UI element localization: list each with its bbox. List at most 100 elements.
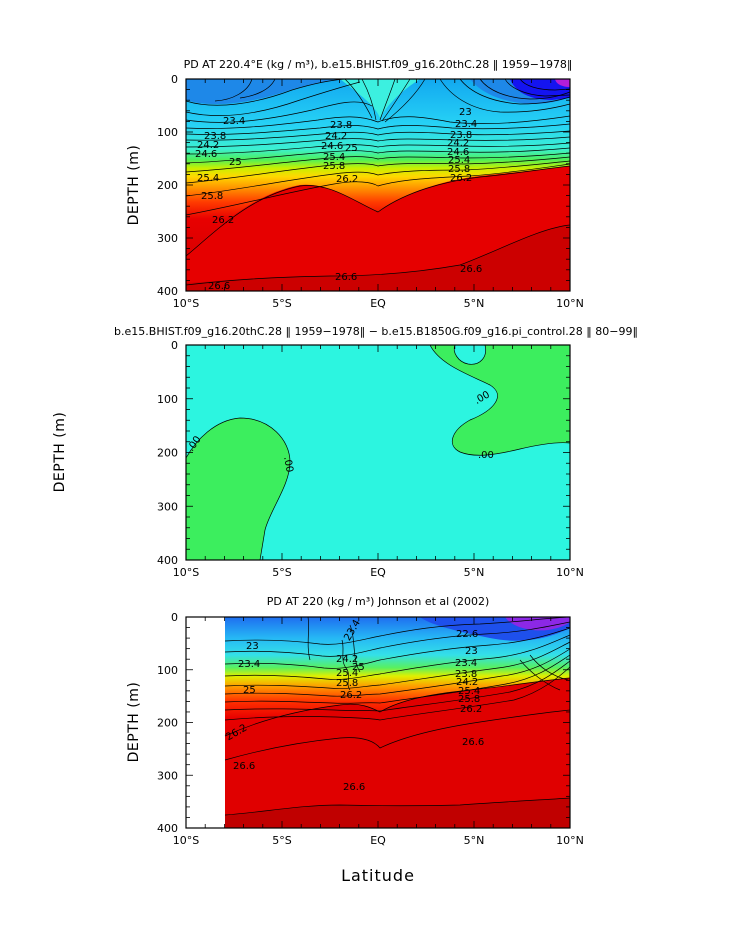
panel-3-y-tick-label: 0 (171, 611, 178, 624)
panel-1-label-25.8-eq: 25.8 (323, 161, 345, 172)
panel-1-contour-1 (185, 78, 346, 106)
panel-1-label-24.6-eq: 24.6 (321, 141, 343, 152)
panel-1-y-tick-label: 200 (157, 179, 178, 192)
panel-1-label-26.6-south: 26.6 (208, 281, 230, 292)
panel-1-label-26.2-north: 26.2 (450, 173, 472, 184)
panel-2-zero-contour-north (429, 344, 571, 456)
panel-1-contour-17 (361, 78, 377, 121)
panel-1-equatorial-cyan (340, 79, 420, 118)
panel-1-label-26.2-eq: 26.2 (336, 174, 358, 185)
panel-1-contour-23 (479, 78, 571, 100)
panel-1-axes: 10°S 5°S EQ 5°N 10°N 0 100 200 300 400 (157, 73, 584, 310)
panel-3-x-tick-label: 5°S (272, 834, 291, 847)
x-axis-label: Latitude (341, 866, 415, 885)
panel-1-contour-8 (185, 142, 571, 155)
panel-1-y-tick-label: 0 (171, 73, 178, 86)
panel-3-x-tick-label: EQ (370, 834, 386, 847)
panel-2-y-axis-label: DEPTH (m) (52, 412, 68, 493)
panel-3-contour-14 (341, 639, 351, 691)
panel-1-contour-22 (459, 78, 571, 105)
panel-3-label-26.6-south: 26.6 (233, 761, 255, 772)
panel-3-label-25.8-eq: 25.8 (336, 678, 358, 689)
panel-3-x-tick-label: 5°N (464, 834, 485, 847)
panel-3-deep-red-layer (225, 678, 570, 828)
panel-3-x-tick-label: 10°S (173, 834, 199, 847)
panel-3-contour-9 (224, 666, 571, 721)
panel-2-zero-contour-hole (453, 344, 486, 365)
panel-1-label-25.4-south: 25.4 (197, 173, 219, 184)
panel-3-contour-2 (224, 621, 571, 657)
panel-1-contour-9 (185, 147, 571, 164)
panel-3-label-24.2-north: 24.2 (456, 677, 478, 688)
panel-2-axes: 10°S 5°S EQ 5°N 10°N 0 100 200 300 400 (157, 339, 584, 579)
panel-3-contour-16 (519, 659, 561, 691)
panel-3-label-26.2-eq: 26.2 (340, 690, 362, 701)
panel-3-north-purple-zone (505, 617, 570, 631)
panel-1-label-24.2-north: 24.2 (447, 138, 469, 149)
panel-1-label-23-north: 23 (459, 107, 472, 118)
panel-3: 22.6 23 23 23.4 23.4 23.4 23.8 24.2 24.2… (224, 616, 571, 828)
panel-1-deepest-red-layer (186, 225, 570, 291)
panel-3-label-23.8-north: 23.8 (455, 669, 477, 680)
panel-2-title: b.e15.BHIST.f09_g16.20thC.28 ‖ 1959−1978… (114, 325, 638, 338)
panel-3-label-25-south: 25 (243, 685, 256, 696)
panel-3-contour-12 (224, 797, 571, 816)
panel-3-contour-13 (307, 616, 311, 661)
panel-3-label-23.4-north: 23.4 (455, 658, 477, 669)
panel-3-x-tick-label: 10°N (556, 834, 584, 847)
panel-2-south-positive-region (186, 418, 290, 560)
panel-1-contour-19 (381, 78, 411, 122)
panel-1-contour-5 (185, 123, 571, 135)
panel-2-north-hole (454, 345, 486, 365)
panel-3-y-tick-label: 100 (157, 664, 178, 677)
panel-3-contour-lines (224, 616, 571, 816)
panel-3-label-24.2-eq: 24.2 (336, 654, 358, 665)
panel-1-label-26.2-south: 26.2 (212, 215, 234, 226)
panel-1-contour-26 (214, 78, 253, 102)
panel-3-label-23.4-south: 23.4 (238, 659, 260, 670)
panel-1-x-tick-label: EQ (370, 297, 386, 310)
panel-1-x-tick-label: 10°N (556, 297, 584, 310)
panel-2-zero-contour-south (185, 417, 291, 561)
panel-3-axes: 10°S 5°S EQ 5°N 10°N 0 100 200 300 400 (157, 611, 584, 847)
panel-1-contour-7 (185, 136, 571, 148)
panel-3-label-26.6-deep: 26.6 (343, 782, 365, 793)
panel-1-contour-lines (185, 78, 571, 286)
panel-1-shallow-blue-zone (186, 79, 350, 105)
panel-3-label-22.6: 22.6 (456, 629, 478, 640)
panel-1-label-25.8-south: 25.8 (201, 191, 223, 202)
panel-1-contour-18 (379, 78, 396, 121)
panel-2-x-tick-label: 10°S (173, 566, 199, 579)
panel-1-contour-15 (185, 224, 571, 286)
panel-1-label-25-south: 25 (229, 157, 242, 168)
panel-1-label-26.6-eq: 26.6 (335, 272, 357, 283)
panel-2-y-tick-label: 0 (171, 339, 178, 352)
panel-1-contour-12 (185, 160, 571, 197)
panel-1-contour-27 (239, 78, 276, 99)
panel-2-label-zero-2: .00 (281, 456, 295, 474)
panel-1-contour-10 (185, 152, 571, 173)
panel-1-dark-blue-core (510, 79, 570, 100)
panel-3-label-25-eq: 25 (352, 662, 365, 673)
panel-3-label-26.6-north: 26.6 (462, 737, 484, 748)
panel-1-label-23.4-south: 23.4 (223, 116, 245, 127)
panel-1-contour-20 (384, 78, 426, 123)
panel-1-purple-core (555, 79, 570, 87)
panel-2-y-tick-label: 100 (157, 393, 178, 406)
panel-3-label-23-north: 23 (465, 646, 478, 657)
panel-2-label-zero-4: .00 (478, 450, 494, 461)
panel-2-x-tick-label: 5°N (464, 566, 485, 579)
panel-1-y-axis-label: DEPTH (m) (126, 145, 142, 226)
panel-3-title: PD AT 220 (kg / m³) Johnson et al (2002) (267, 595, 490, 608)
panel-1-label-25.8-north: 25.8 (448, 164, 470, 175)
panel-3-label-25.8-north: 25.8 (458, 694, 480, 705)
panel-3-y-tick-label: 200 (157, 717, 178, 730)
panel-1-contour-21 (439, 78, 571, 113)
panel-1-y-tick-label: 300 (157, 232, 178, 245)
panel-3-contour-8 (224, 660, 571, 712)
panel-3-y-tick-label: 300 (157, 769, 178, 782)
panel-3-contour-7 (224, 654, 571, 704)
panel-3-label-26.2-north: 26.2 (460, 704, 482, 715)
